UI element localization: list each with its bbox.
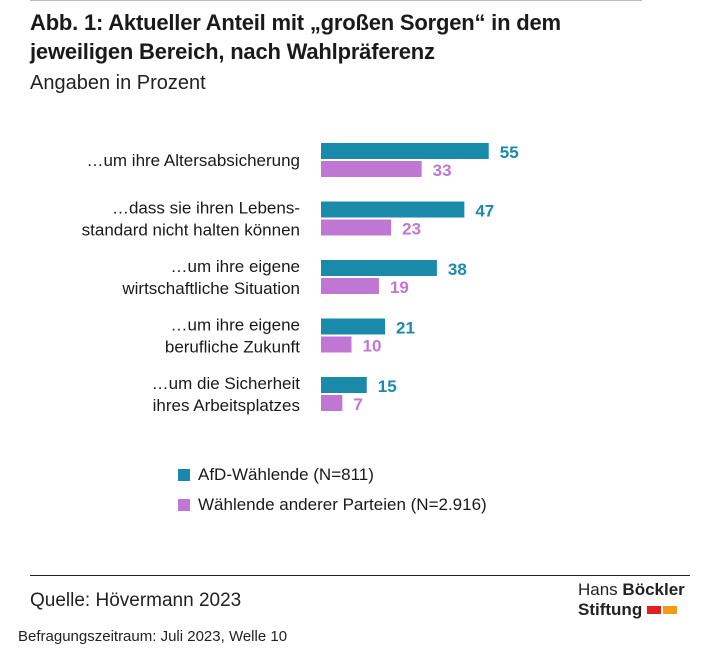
bar-other [321,278,379,294]
category-label: …um ihre eigene [171,257,300,276]
legend-swatch-afd [178,469,190,481]
bar-other [321,336,352,353]
data-label-afd: 15 [378,377,397,396]
data-label-other: 23 [402,220,421,239]
category-label: …dass sie ihren Lebens- [112,199,300,218]
bar-afd [321,318,386,335]
data-label-afd: 47 [475,202,494,221]
category-label: …um ihre Altersabsicherung [86,151,300,170]
bar-other [321,161,422,177]
data-label-other: 7 [353,395,362,414]
bar-other [321,395,343,411]
survey-footnote: Befragungszeitraum: Juli 2023, Welle 10 [18,628,288,645]
bar-other [321,219,392,236]
bar-afd [321,377,367,393]
chart-title: Abb. 1: Aktueller Anteil mit „großen Sor… [30,10,561,64]
bar-chart: …um ihre Altersabsicherung 55 33 …dass sie … [82,143,519,415]
legend-label-afd: AfD-Wählende (N=811) [198,465,374,484]
category-label: standard nicht halten können [82,221,300,240]
bar-afd [321,201,465,218]
logo-red-bar [647,606,662,614]
data-label-other: 19 [390,278,409,297]
category-label: berufliche Zukunft [165,338,300,357]
data-label-afd: 55 [500,143,519,162]
legend-item-other: Wählende anderer Parteien (N=2.916) [178,490,487,520]
bottom-rule [30,575,690,576]
bar-afd [321,260,437,276]
hans-boeckler-logo: Hans Böckler Stiftung [578,580,685,620]
bar-afd [321,143,489,159]
data-label-afd: 38 [448,260,467,279]
data-label-other: 33 [433,161,452,180]
category-label: wirtschaftliche Situation [121,279,300,298]
category-label: ihres Arbeitsplatzes [153,396,300,415]
category-label: …um die Sicherheit [152,374,301,393]
legend-label-other: Wählende anderer Parteien (N=2.916) [198,495,487,514]
logo-text-boeckler: Böckler [622,580,685,599]
legend-swatch-other [178,499,190,511]
data-label-afd: 21 [396,319,415,338]
logo-text-stiftung: Stiftung [578,600,643,619]
data-label-other: 10 [363,337,382,356]
top-rule [30,0,642,1]
source-note: Quelle: Hövermann 2023 [30,590,242,611]
legend: AfD-Wählende (N=811) Wählende anderer Pa… [178,460,487,520]
chart-subtitle: Angaben in Prozent [30,72,206,94]
logo-orange-bar [663,606,678,614]
legend-item-afd: AfD-Wählende (N=811) [178,460,487,490]
logo-text-hans: Hans [578,580,623,599]
category-label: …um ihre eigene [171,316,300,335]
